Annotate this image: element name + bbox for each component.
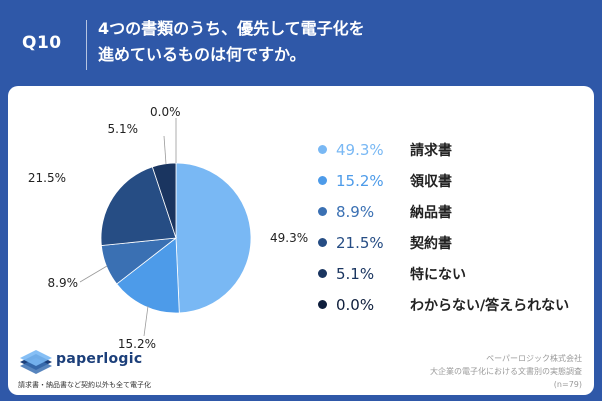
legend-label: 納品書: [410, 204, 452, 221]
legend-swatch: [318, 145, 327, 154]
leader-line-4: [163, 135, 167, 165]
legend-percent: 5.1%: [336, 264, 375, 283]
pie-leader-lines: [79, 118, 177, 337]
logo-tagline: 請求書・納品書など契約以外も全て電子化: [18, 381, 151, 389]
source-sample-size: (n=79): [553, 380, 582, 389]
paperlogic-logo-icon: [20, 350, 52, 374]
legend-item-5: 0.0% わからない/答えられない: [318, 289, 569, 320]
logo-wordmark: paperlogic: [56, 351, 143, 367]
chart-panel: 49.3% 15.2% 8.9% 21.5% 5.1% 0.0% 49.3% 請求書 15.2…: [8, 86, 594, 395]
data-label-1: 15.2%: [118, 337, 156, 351]
pie-chart: 49.3% 15.2% 8.9% 21.5% 5.1% 0.0%: [28, 105, 308, 351]
source-survey: 大企業の電子化における文書別の実態調査: [430, 367, 582, 376]
legend-percent: 49.3%: [336, 140, 384, 159]
pie-slice-1: [116, 237, 180, 314]
paperlogic-logo: paperlogic 請求書・納品書など契約以外も全て電子化: [18, 348, 151, 389]
legend-item-1: 15.2% 領収書: [318, 165, 569, 196]
header-divider: [86, 20, 87, 70]
legend-label: 請求書: [410, 142, 452, 159]
legend-percent: 0.0%: [336, 295, 375, 314]
legend-swatch: [318, 207, 327, 216]
legend-percent: 8.9%: [336, 202, 375, 221]
legend-swatch: [318, 238, 327, 247]
source-company: ペーパーロジック株式会社: [486, 354, 582, 363]
legend-label: わからない/答えられない: [410, 297, 570, 314]
legend-percent: 15.2%: [336, 171, 384, 190]
legend-swatch: [318, 176, 327, 185]
question-line-1: 4つの書類のうち、優先して電子化を: [98, 19, 365, 38]
legend-item-0: 49.3% 請求書: [318, 134, 569, 165]
data-label-4: 5.1%: [108, 122, 139, 136]
data-label-5: 0.0%: [150, 105, 181, 119]
legend-label: 特にない: [410, 266, 466, 283]
header-bar: Q10 4つの書類のうち、優先して電子化を 進めているものは何ですか。: [0, 0, 602, 82]
legend-swatch: [318, 269, 327, 278]
legend-item-2: 8.9% 納品書: [318, 196, 569, 227]
question-text: 4つの書類のうち、優先して電子化を 進めているものは何ですか。: [98, 16, 578, 68]
data-label-3: 21.5%: [28, 171, 66, 185]
leader-line-1: [143, 305, 149, 337]
question-number: Q10: [22, 33, 62, 53]
pie-data-labels: 49.3% 15.2% 8.9% 21.5% 5.1% 0.0%: [28, 105, 308, 351]
question-line-2: 進めているものは何ですか。: [98, 45, 306, 64]
pie-slice-0: [175, 162, 252, 314]
legend-item-4: 5.1% 特にない: [318, 258, 569, 289]
chart-legend: 49.3% 請求書 15.2% 領収書 8.9% 納品書 21.5% 契約書 5.1% 特にない 0…: [318, 134, 569, 320]
legend-label: 契約書: [410, 235, 452, 252]
pie-slices: [100, 162, 252, 314]
legend-item-3: 21.5% 契約書: [318, 227, 569, 258]
legend-swatch: [318, 300, 327, 309]
data-label-2: 8.9%: [48, 276, 79, 290]
leader-line-2: [79, 265, 108, 283]
legend-label: 領収書: [410, 173, 452, 190]
legend-percent: 21.5%: [336, 233, 384, 252]
source-note: ペーパーロジック株式会社 大企業の電子化における文書別の実態調査 (n=79): [430, 352, 582, 391]
data-label-0: 49.3%: [270, 231, 308, 245]
pie-slice-3: [100, 166, 177, 246]
